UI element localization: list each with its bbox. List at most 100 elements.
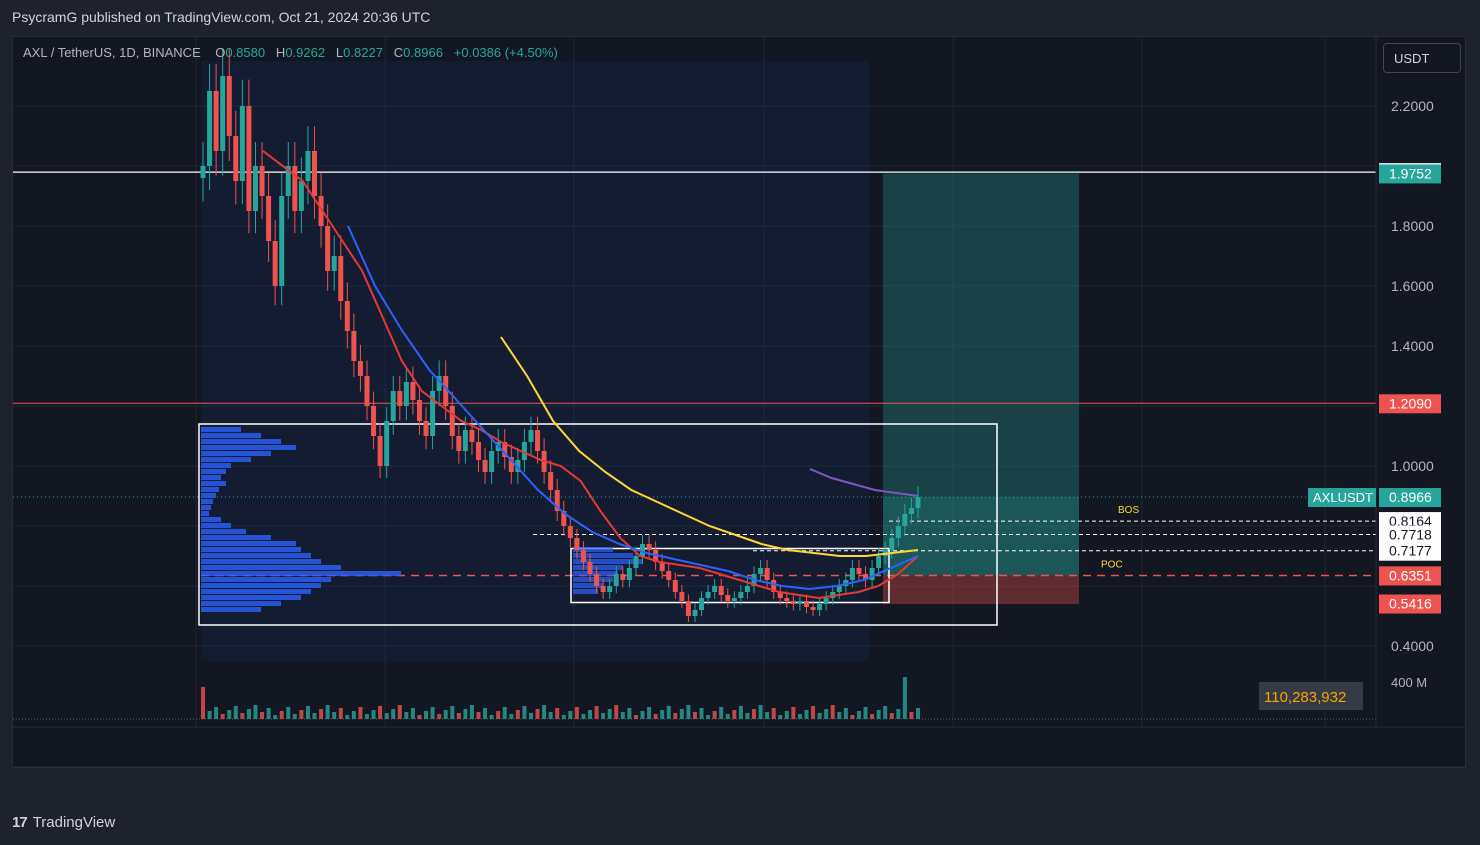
volume-label-bg (1259, 682, 1363, 710)
volume-bar (752, 709, 757, 719)
volume-bar (371, 710, 376, 719)
volume-bar (719, 707, 724, 719)
low-label: L (335, 45, 344, 60)
volume-bar (528, 713, 533, 719)
candle-body (403, 382, 409, 406)
volume-bar (207, 711, 212, 719)
volume-bar (555, 708, 560, 719)
volume-profile-bar (201, 439, 281, 444)
volume-bar (437, 714, 442, 719)
volume-bar (515, 710, 520, 719)
volume-profile-bar (201, 571, 401, 576)
volume-bar (745, 713, 750, 719)
ma-yellow-line (500, 336, 919, 557)
symbol-title[interactable]: AXL / TetherUS, 1D, BINANCE (23, 45, 201, 60)
volume-profile-bar (201, 487, 219, 492)
chart-frame[interactable]: 2.2000 1.8000 1.6000 1.4000 1.0000 0.4000 1.97… (12, 36, 1466, 768)
tradingview-logo-icon: 17 (12, 814, 28, 831)
volume-profile-bar (201, 595, 301, 600)
volume-profile-bar (201, 607, 261, 612)
candle-body (836, 586, 842, 592)
candle-body (803, 601, 809, 607)
volume-bar (522, 706, 527, 719)
volume-bar (706, 715, 711, 719)
volume-profile-bar (201, 451, 271, 456)
volume-bar (358, 707, 363, 719)
volume-bar (778, 715, 783, 719)
candle-body (226, 76, 232, 136)
candle-body (239, 106, 245, 181)
price-label: 0.5416 (1389, 596, 1432, 612)
footer-brand: 17 TradingView (12, 814, 115, 831)
candle-body (469, 430, 475, 442)
volume-bar (817, 713, 822, 719)
candle-body (594, 574, 600, 586)
close-value: 0.8966 (403, 45, 443, 60)
price-label: 0.7718 (1389, 526, 1432, 542)
volume-bar (384, 713, 389, 719)
volume-bar (843, 708, 848, 719)
volume-bar (410, 708, 415, 719)
volume-bar (673, 713, 678, 719)
candle-body (712, 586, 718, 592)
close-label: C (393, 45, 404, 60)
volume-bar (279, 711, 284, 719)
volume-bar (253, 705, 258, 719)
candle-body (233, 136, 239, 181)
candle-body (876, 556, 882, 568)
high-value: 0.9262 (285, 45, 326, 60)
candle-body (430, 391, 436, 436)
volume-profile-bar (201, 601, 281, 606)
candle-body (823, 598, 829, 604)
volume-bar (424, 711, 429, 719)
ma-red-line (262, 150, 919, 600)
candle-body (744, 586, 750, 592)
volume-bar (496, 711, 501, 719)
candle-body (357, 361, 363, 376)
candle-body (790, 601, 796, 604)
volume-bar (535, 709, 540, 719)
volume-bar (450, 706, 455, 719)
volume-bar (692, 712, 697, 719)
volume-bar (758, 705, 763, 719)
volume-bar (627, 708, 632, 719)
range-box-inner (570, 547, 890, 604)
candle-body (764, 568, 770, 580)
candle-body (318, 196, 324, 226)
candle-body (312, 151, 318, 196)
volume-profile-bar (201, 517, 221, 522)
symbol-legend: AXL / TetherUS, 1D, BINANCE O0.8580 H0.9… (23, 45, 558, 60)
candle-body (889, 538, 895, 550)
candle-body (298, 181, 304, 211)
candle-body (436, 376, 442, 391)
candle-body (521, 442, 527, 460)
currency-button[interactable]: USDT (1383, 43, 1461, 73)
volume-profile-bar (201, 505, 211, 510)
volume-bar (581, 714, 586, 719)
volume-profile-bar-mid (573, 559, 643, 564)
ma-blue-line (347, 225, 919, 591)
price-label-bg (1379, 525, 1441, 545)
volume-profile-bar-mid (573, 577, 613, 582)
y-tick-label: 1.4000 (1391, 338, 1434, 354)
volume-bar (804, 710, 809, 719)
volume-bar (601, 713, 606, 719)
brand-name: TradingView (32, 814, 116, 831)
candle-body (423, 421, 429, 436)
volume-bar (791, 707, 796, 719)
volume-bar (299, 710, 304, 719)
volume-bar (266, 708, 271, 719)
volume-bar (896, 709, 901, 719)
candle-body (567, 526, 573, 538)
volume-bar (588, 710, 593, 719)
candle-body (699, 598, 705, 610)
candle-body (620, 574, 626, 580)
price-label: 1.2090 (1389, 395, 1432, 411)
candle-body (758, 568, 764, 574)
price-chart[interactable]: 2.2000 1.8000 1.6000 1.4000 1.0000 0.4000 1.97… (13, 37, 1466, 768)
candle-body (666, 571, 672, 580)
candle-body (252, 166, 258, 211)
low-value: 0.8227 (343, 45, 383, 60)
candle-body (462, 430, 468, 451)
volume-bar (273, 715, 278, 719)
